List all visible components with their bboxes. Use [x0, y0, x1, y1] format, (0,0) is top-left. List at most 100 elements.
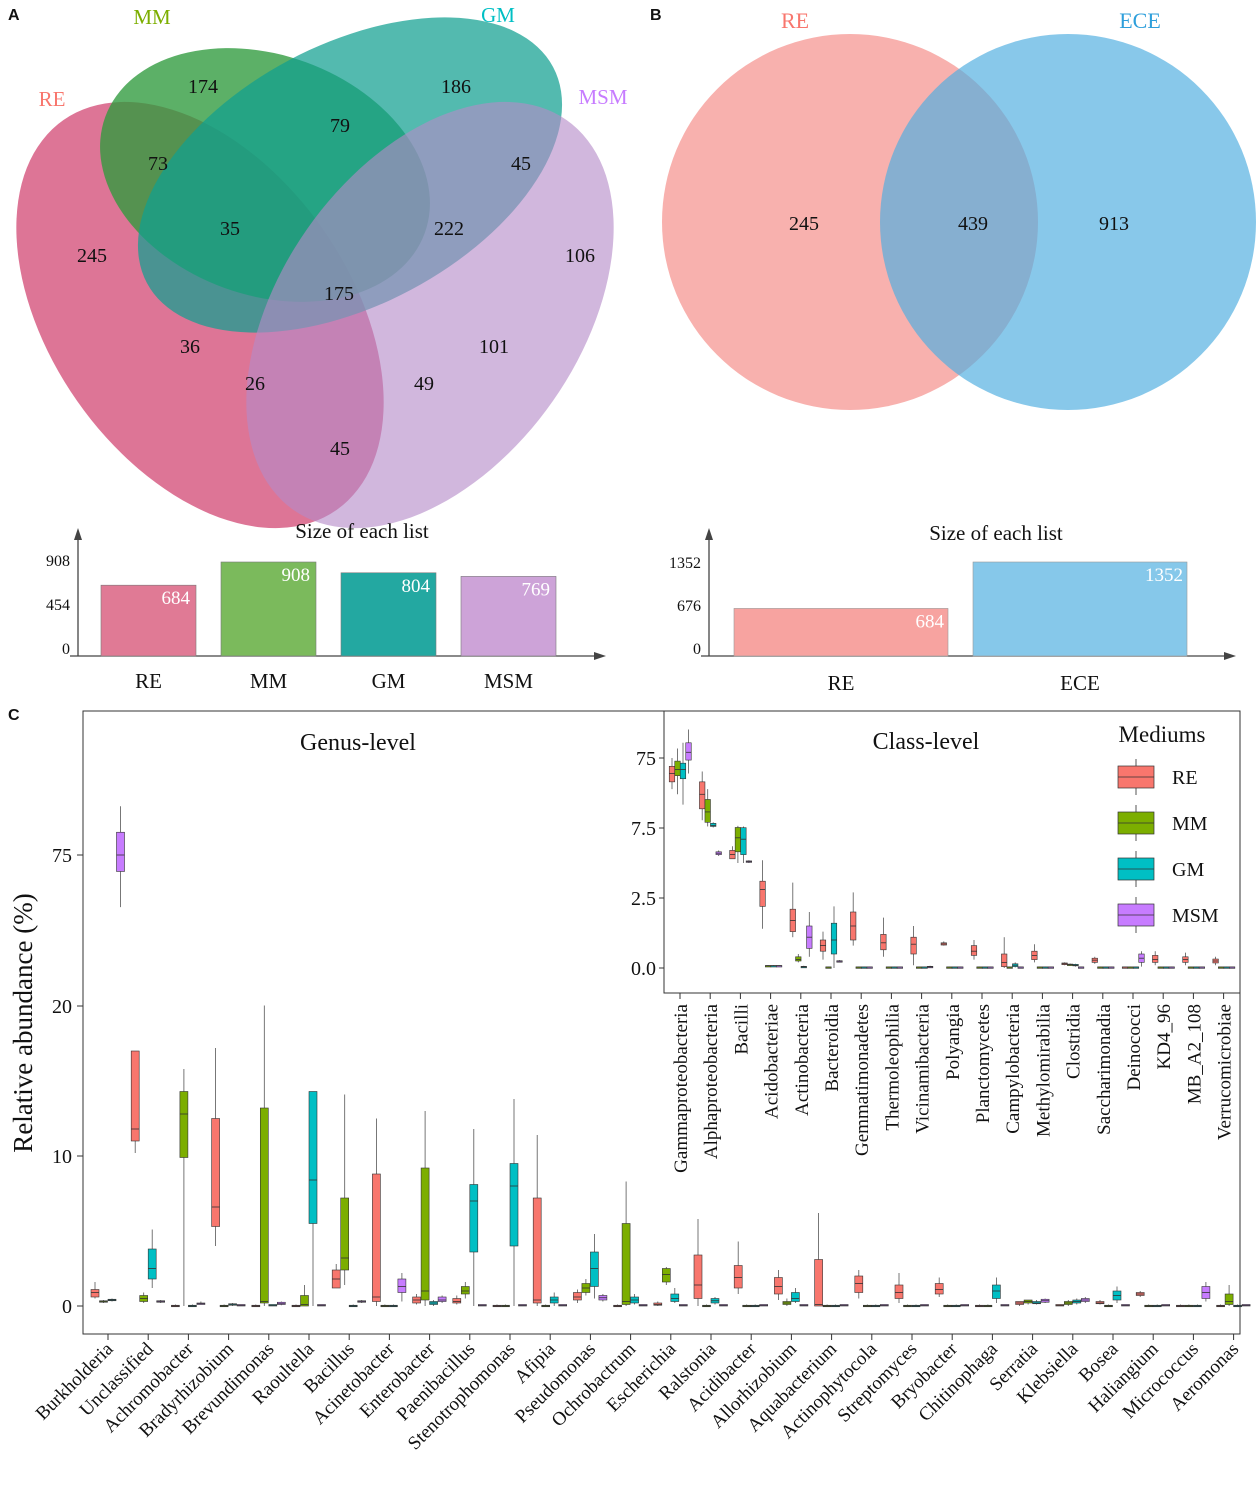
bar-a-xlabel-re: RE — [135, 669, 162, 693]
legend-label-re: RE — [1172, 767, 1198, 789]
venn-a-re-gm-msm: 26 — [245, 373, 265, 395]
main-box-re — [130, 1050, 140, 1142]
inset-box-re — [910, 936, 917, 955]
bar-b-xlabel-ece: ECE — [1060, 671, 1100, 695]
inset-x-labels: Gammaproteobacteria Alphaproteobacteria Ba… — [671, 993, 1236, 1173]
venn-a-all: 175 — [324, 283, 354, 305]
main-box-mm — [621, 1223, 631, 1305]
bar-a-gm — [340, 572, 437, 657]
inset-box-mm — [704, 799, 711, 823]
inset-ytick-label: 7.5 — [631, 818, 656, 840]
inset-xtick-label: MB_A2_108 — [1184, 1004, 1205, 1104]
inset-box-gm — [710, 823, 717, 827]
inset-box-mm — [795, 956, 802, 962]
venn-a-re-gm: 36 — [180, 336, 200, 358]
inset-xtick-label: Planctomycetes — [973, 1004, 994, 1123]
bar-a-re — [100, 584, 197, 657]
inset-box-re — [1152, 955, 1159, 963]
main-box-gm — [590, 1251, 599, 1287]
legend: Mediums RE MM GM MSM — [1117, 722, 1219, 933]
main-box-msm — [397, 1278, 407, 1293]
venn-a-re-mm-gm: 35 — [220, 218, 240, 240]
bar-b-ytick-top: 1352 — [669, 555, 701, 572]
main-box-re — [532, 1197, 542, 1304]
inset-box-re — [970, 945, 978, 956]
panel-c-letter: C — [8, 707, 20, 724]
venn-a-label-gm: GM — [481, 3, 515, 27]
main-box-mm — [420, 1167, 430, 1301]
inset-box-gm — [830, 922, 838, 955]
venn-a-re-msm: 45 — [330, 438, 350, 460]
bar-b-bars: 684 RE 1352 ECE — [733, 561, 1188, 695]
main-ytick-label: 20 — [52, 996, 72, 1018]
legend-label-msm: MSM — [1172, 905, 1219, 927]
inset-xtick-label: Vicinamibacteria — [913, 1003, 934, 1133]
panel-a-letter: A — [8, 7, 20, 24]
main-box-gm — [791, 1292, 800, 1302]
inset-xtick-label: Campylobacteria — [1003, 1003, 1024, 1133]
main-y-ticks: 0 10 20 75 — [52, 845, 83, 1318]
main-box-re — [894, 1284, 904, 1299]
inset-box-re — [668, 765, 676, 783]
main-box-re — [733, 1265, 743, 1289]
venn-b-circle-ece — [880, 34, 1256, 410]
inset-xtick-label: Actinobacteria — [792, 1003, 813, 1115]
inset-xtick-label: KD4_96 — [1154, 1004, 1175, 1069]
inset-plot-frame — [663, 710, 1241, 994]
legend-label-gm: GM — [1172, 859, 1204, 881]
panel-a: A RE MM GM MSM 174 186 245 106 73 79 45 … — [8, 3, 628, 693]
bar-a-title: Size of each list — [295, 519, 429, 543]
main-box-mm — [460, 1286, 470, 1295]
venn-b-label-ece: ECE — [1119, 8, 1161, 33]
venn-b-label-re: RE — [781, 8, 809, 33]
panel-b: B RE ECE 245 439 913 Size of each list 1… — [650, 7, 1256, 695]
main-boxes — [90, 806, 1251, 1308]
main-box-mm — [1224, 1293, 1234, 1305]
bar-b-x-arrow — [1224, 652, 1236, 660]
bar-b-ytick-mid: 676 — [677, 598, 701, 615]
inset-xtick-label: Acidobacteriae — [762, 1004, 783, 1119]
inset-box-msm — [685, 742, 692, 761]
venn-a-mm-gm-msm: 222 — [434, 218, 464, 240]
inset-box-gm — [740, 827, 747, 855]
bar-a-xlabel-mm: MM — [250, 669, 288, 693]
inset-y-ticks: 0.0 2.5 7.5 75 — [631, 748, 664, 980]
inset-xtick-label: Thermoleophilia — [882, 1003, 903, 1130]
panel-b-letter: B — [650, 7, 662, 24]
legend-label-mm: MM — [1172, 813, 1208, 835]
bar-b-value-re: 684 — [916, 611, 945, 632]
venn-a-mm-gm: 79 — [330, 115, 350, 137]
bar-a-mm — [220, 561, 317, 657]
main-box-gm — [509, 1163, 519, 1247]
main-box-mm — [259, 1107, 269, 1304]
inset-box-re — [1001, 953, 1008, 967]
inset-box-mm — [674, 760, 681, 776]
venn-a-label-re: RE — [39, 87, 66, 111]
bar-a-ytick-zero: 0 — [62, 641, 70, 658]
main-box-mm — [340, 1197, 350, 1271]
venn-a-mm-only: 174 — [188, 76, 218, 98]
bar-b-ece — [972, 561, 1188, 657]
bar-b-value-ece: 1352 — [1145, 565, 1183, 586]
main-box-gm — [469, 1184, 479, 1253]
bar-a-ytick-top: 908 — [46, 553, 70, 570]
venn-a-gm-msm: 45 — [511, 153, 531, 175]
bar-a-xlabel-gm: GM — [372, 669, 406, 693]
bar-a-msm — [460, 576, 557, 657]
main-box-re — [372, 1173, 381, 1302]
inset-ytick-label: 0.0 — [631, 958, 656, 980]
inset-xtick-label: Methylomirabilia — [1033, 1003, 1054, 1137]
main-box-mm — [179, 1091, 189, 1158]
main-box-re — [854, 1275, 864, 1293]
inset-xtick-label: Verrucomicrobiae — [1215, 1004, 1236, 1140]
inset-box-re — [880, 934, 887, 951]
venn-a-re-mm: 73 — [148, 153, 168, 175]
inset-xtick-label: Gammaproteobacteria — [671, 1003, 692, 1172]
main-box-re — [90, 1289, 100, 1298]
venn-b-both: 439 — [958, 213, 988, 235]
bar-b-xlabel-re: RE — [828, 671, 855, 695]
main-box-gm — [147, 1248, 157, 1280]
bar-a-y-arrow — [74, 528, 82, 540]
legend-title: Mediums — [1119, 722, 1206, 747]
